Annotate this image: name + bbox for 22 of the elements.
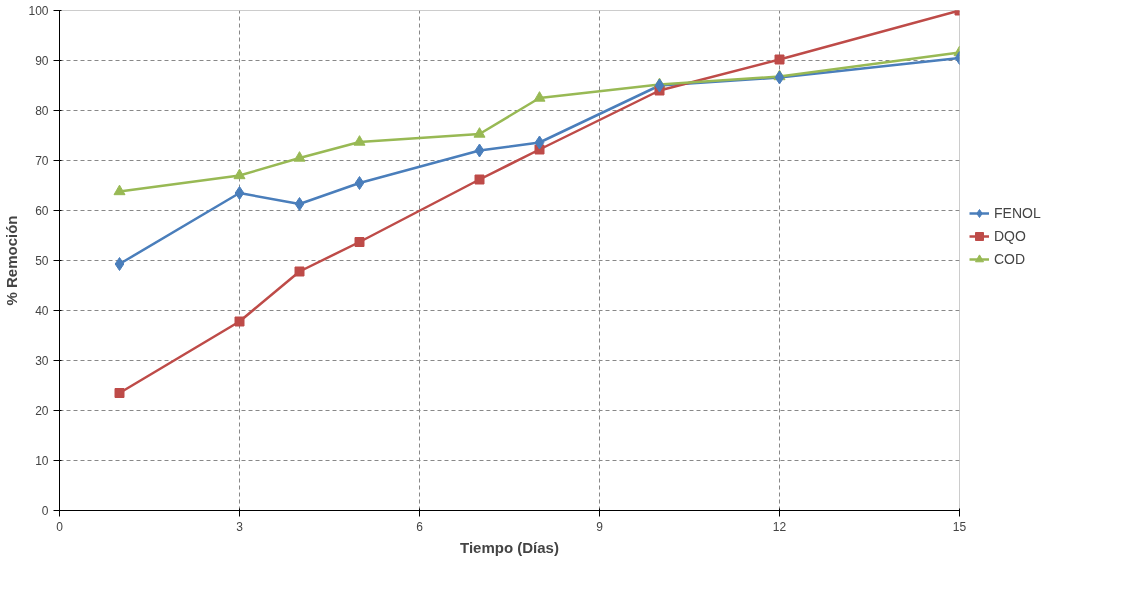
x-tick-label: 6 <box>416 519 424 534</box>
x-tick-label: 12 <box>772 519 787 534</box>
x-tick-label: 15 <box>952 519 967 534</box>
y-axis-title: % Remoción <box>3 215 21 306</box>
legend-label: FENOL <box>994 205 1041 221</box>
y-tick-label: 40 <box>35 304 49 318</box>
y-tick-label: 50 <box>35 254 49 268</box>
x-axis-title: Tiempo (Días) <box>460 538 559 556</box>
y-tick-label: 80 <box>35 104 49 118</box>
legend-label: DQO <box>994 228 1026 244</box>
y-tick-label: 20 <box>35 404 49 418</box>
legend-label: COD <box>994 251 1026 267</box>
y-tick-label: 100 <box>28 4 49 18</box>
x-tick-label: 9 <box>596 519 604 534</box>
y-tick-label: 0 <box>41 504 49 518</box>
y-tick-label: 70 <box>35 154 49 168</box>
y-tick-label: 90 <box>35 54 49 68</box>
y-tick-label: 30 <box>35 354 49 368</box>
y-tick-label: 60 <box>35 204 49 218</box>
y-tick-label: 10 <box>35 454 49 468</box>
x-tick-label: 3 <box>236 519 244 534</box>
x-tick-label: 0 <box>56 519 64 534</box>
